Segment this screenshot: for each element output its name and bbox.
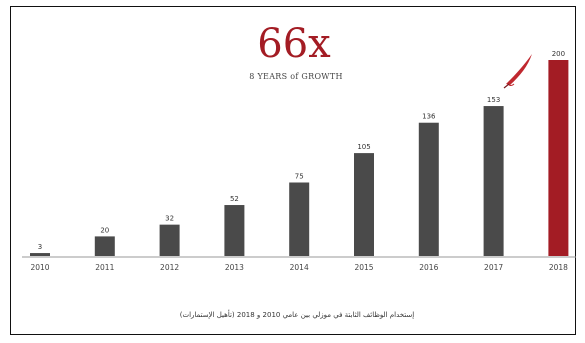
bar-2018: [548, 60, 569, 256]
value-label-2018: 200: [552, 50, 565, 58]
x-tick-2017: 2017: [484, 263, 503, 272]
value-label-2016: 136: [422, 113, 436, 121]
pen-icon: [503, 54, 532, 89]
x-tick-2011: 2011: [95, 263, 114, 272]
x-tick-2018: 2018: [549, 263, 568, 272]
x-tick-2016: 2016: [419, 263, 438, 272]
bar-series: [30, 60, 569, 256]
value-label-2015: 105: [357, 143, 370, 151]
value-label-2014: 75: [295, 173, 304, 181]
x-tick-2015: 2015: [354, 263, 373, 272]
bar-2017: [483, 106, 504, 256]
bar-2010: [30, 253, 50, 256]
value-label-2013: 52: [230, 195, 239, 203]
value-label-2011: 20: [100, 226, 109, 234]
chart-footnote: إستخدام الوظائف الثابتة في موزلي بين عام…: [180, 309, 415, 319]
bar-2016: [418, 122, 439, 256]
bar-2013: [224, 205, 245, 256]
value-label-2017: 153: [487, 96, 500, 104]
x-tick-2014: 2014: [290, 263, 309, 272]
x-tick-2013: 2013: [225, 263, 244, 272]
x-tick-2012: 2012: [160, 263, 179, 272]
chart-subtitle: 8 YEARS of GROWTH: [249, 72, 343, 81]
chart-frame: [10, 6, 576, 335]
x-tick-2010: 2010: [30, 263, 49, 272]
bar-2011: [94, 236, 115, 256]
value-label-2012: 32: [165, 215, 174, 223]
x-tick-labels: 2010 2011 2012 2013 2014 2015 2016 2017 2018: [30, 263, 568, 272]
bar-2015: [354, 153, 374, 256]
value-labels: 3 20 32 52 75 105 136 153 200: [38, 50, 565, 251]
chart-title: 66x: [257, 21, 331, 67]
value-label-2010: 3: [38, 243, 42, 251]
bar-2012: [159, 224, 180, 256]
bar-2014: [289, 182, 310, 256]
